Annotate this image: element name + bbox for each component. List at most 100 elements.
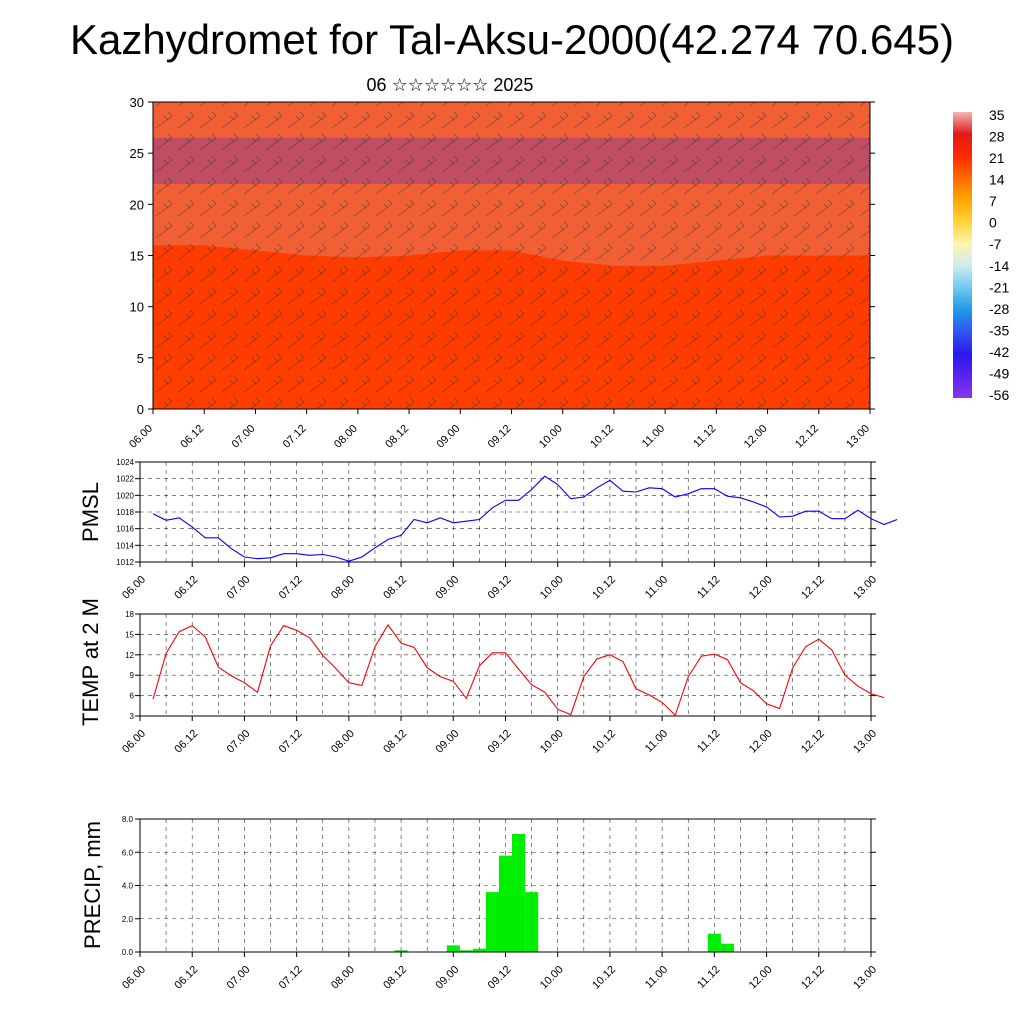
x-tick-label: 11.00	[643, 574, 670, 601]
x-tick-label: 08.12	[381, 964, 409, 992]
precip-bar	[485, 892, 499, 952]
x-tick-label: 07.00	[230, 423, 258, 451]
x-tick-label: 12.00	[742, 423, 770, 451]
x-tick-label: 06.00	[120, 728, 148, 756]
y-tick-label: 6	[130, 692, 135, 701]
chart-subtitle: 06 ☆☆☆☆☆☆ 2025	[366, 75, 534, 95]
x-tick-label: 11.12	[695, 964, 722, 991]
x-tick-label: 10.00	[537, 423, 565, 451]
x-tick-label: 07.00	[225, 964, 253, 992]
x-tick-label: 13.00	[851, 574, 879, 602]
x-tick-label: 12.00	[747, 574, 775, 602]
y-tick-label: 1022	[116, 475, 134, 484]
temp-line	[152, 623, 885, 717]
precip-bar	[499, 855, 513, 952]
x-tick-label: 06.00	[120, 964, 148, 992]
precip-bar	[394, 950, 408, 952]
x-tick-label: 09.12	[486, 574, 514, 602]
x-tick-label: 11.00	[643, 964, 670, 991]
x-tick-label: 10.00	[538, 964, 566, 992]
precip-bar	[459, 950, 473, 952]
heatmap-panel: 0 5 10 15 20 25 30 06.00 06.12 07.00 07.12 08.00 08.…	[127, 95, 875, 451]
y-axis-label: PMSL	[78, 482, 103, 542]
x-tick-label: 11.12	[695, 728, 722, 755]
x-tick-label: 11.00	[640, 423, 667, 450]
y-tick-label: 1018	[116, 508, 134, 517]
x-tick-label: 07.00	[225, 728, 253, 756]
x-tick-label: 13.00	[851, 964, 879, 992]
x-tick-label: 08.12	[381, 574, 409, 602]
precip-panel: 0.0 2.0 4.0 6.0 8.0 06.00 06.12 07.00 07.12 08.00…	[80, 815, 879, 992]
y-tick-label: 12	[125, 651, 134, 660]
y-tick-label: 5	[137, 351, 144, 366]
precip-bar	[446, 945, 460, 952]
y-tick-label: 1012	[116, 558, 134, 567]
x-tick-label: 13.00	[851, 728, 879, 756]
y-tick-label: 10	[130, 300, 144, 315]
colorbar-label: -56	[989, 387, 1009, 403]
x-tick-label: 12.12	[799, 964, 827, 992]
x-tick-label: 13.00	[844, 423, 872, 451]
x-tick-label: 08.00	[329, 964, 357, 992]
y-axis-label: PRECIP, mm	[80, 821, 105, 949]
y-tick-label: 15	[130, 249, 144, 264]
chart-title: Kazhydromet for Tal-Aksu-2000(42.274 70.…	[69, 16, 955, 63]
y-tick-label: 15	[125, 630, 134, 639]
x-tick-label: 11.12	[691, 423, 718, 450]
colorbar-label: 0	[989, 215, 997, 231]
x-tick-label: 06.00	[127, 423, 155, 451]
x-tick-label: 10.12	[588, 423, 616, 451]
y-tick-label: 6.0	[122, 848, 134, 857]
x-tick-label: 07.12	[277, 728, 305, 756]
colorbar-label: 28	[989, 129, 1005, 145]
y-tick-label: 9	[130, 671, 135, 680]
x-tick-label: 11.00	[643, 728, 670, 755]
x-tick-label: 09.12	[486, 423, 514, 451]
colorbar-label: -42	[989, 344, 1009, 360]
colorbar: 35 28 21 14 7 0 -7 -14 -21 -28 -35 -42 -49 -56	[953, 107, 1009, 403]
y-tick-label: 8.0	[122, 815, 134, 824]
colorbar-label: 14	[989, 172, 1005, 188]
x-tick-label: 07.12	[281, 423, 309, 451]
x-tick-label: 12.00	[747, 728, 775, 756]
heatmap-overlay	[153, 102, 870, 409]
x-tick-label: 06.12	[172, 964, 200, 992]
x-tick-label: 09.12	[486, 964, 514, 992]
y-tick-label: 2.0	[122, 915, 134, 924]
x-tick-label: 09.00	[433, 574, 461, 602]
colorbar-label: -35	[989, 322, 1009, 338]
colorbar-label: 7	[989, 193, 997, 209]
x-tick-label: 10.12	[590, 964, 618, 992]
x-tick-label: 12.00	[747, 964, 775, 992]
colorbar-label: -7	[989, 236, 1002, 252]
colorbar-label: -49	[989, 365, 1009, 381]
colorbar-ramp	[953, 112, 972, 398]
colorbar-label: -21	[989, 279, 1009, 295]
precip-bar	[512, 834, 526, 952]
y-axis-label: TEMP at 2 M	[78, 598, 103, 726]
x-tick-label: 10.12	[590, 728, 618, 756]
x-tick-label: 11.12	[695, 574, 722, 601]
x-tick-label: 08.12	[383, 423, 411, 451]
precip-bar	[525, 892, 539, 952]
x-tick-label: 08.12	[381, 728, 409, 756]
x-tick-label: 06.12	[172, 574, 200, 602]
x-tick-label: 08.00	[329, 728, 357, 756]
y-tick-label: 0.0	[122, 948, 134, 957]
y-tick-label: 25	[130, 146, 144, 161]
y-tick-label: 18	[125, 610, 134, 619]
x-tick-label: 10.12	[590, 574, 618, 602]
x-tick-label: 07.12	[277, 574, 305, 602]
y-tick-label: 20	[130, 197, 144, 212]
x-tick-label: 10.00	[538, 728, 566, 756]
colorbar-label: -28	[989, 301, 1009, 317]
y-tick-label: 30	[130, 95, 144, 110]
y-tick-label: 4.0	[122, 882, 134, 891]
x-tick-label: 08.00	[329, 574, 357, 602]
x-tick-label: 10.00	[538, 574, 566, 602]
x-tick-label: 07.12	[277, 964, 305, 992]
y-tick-label: 1016	[116, 525, 134, 534]
precip-bar	[707, 933, 721, 952]
wind-barbs	[153, 102, 870, 409]
